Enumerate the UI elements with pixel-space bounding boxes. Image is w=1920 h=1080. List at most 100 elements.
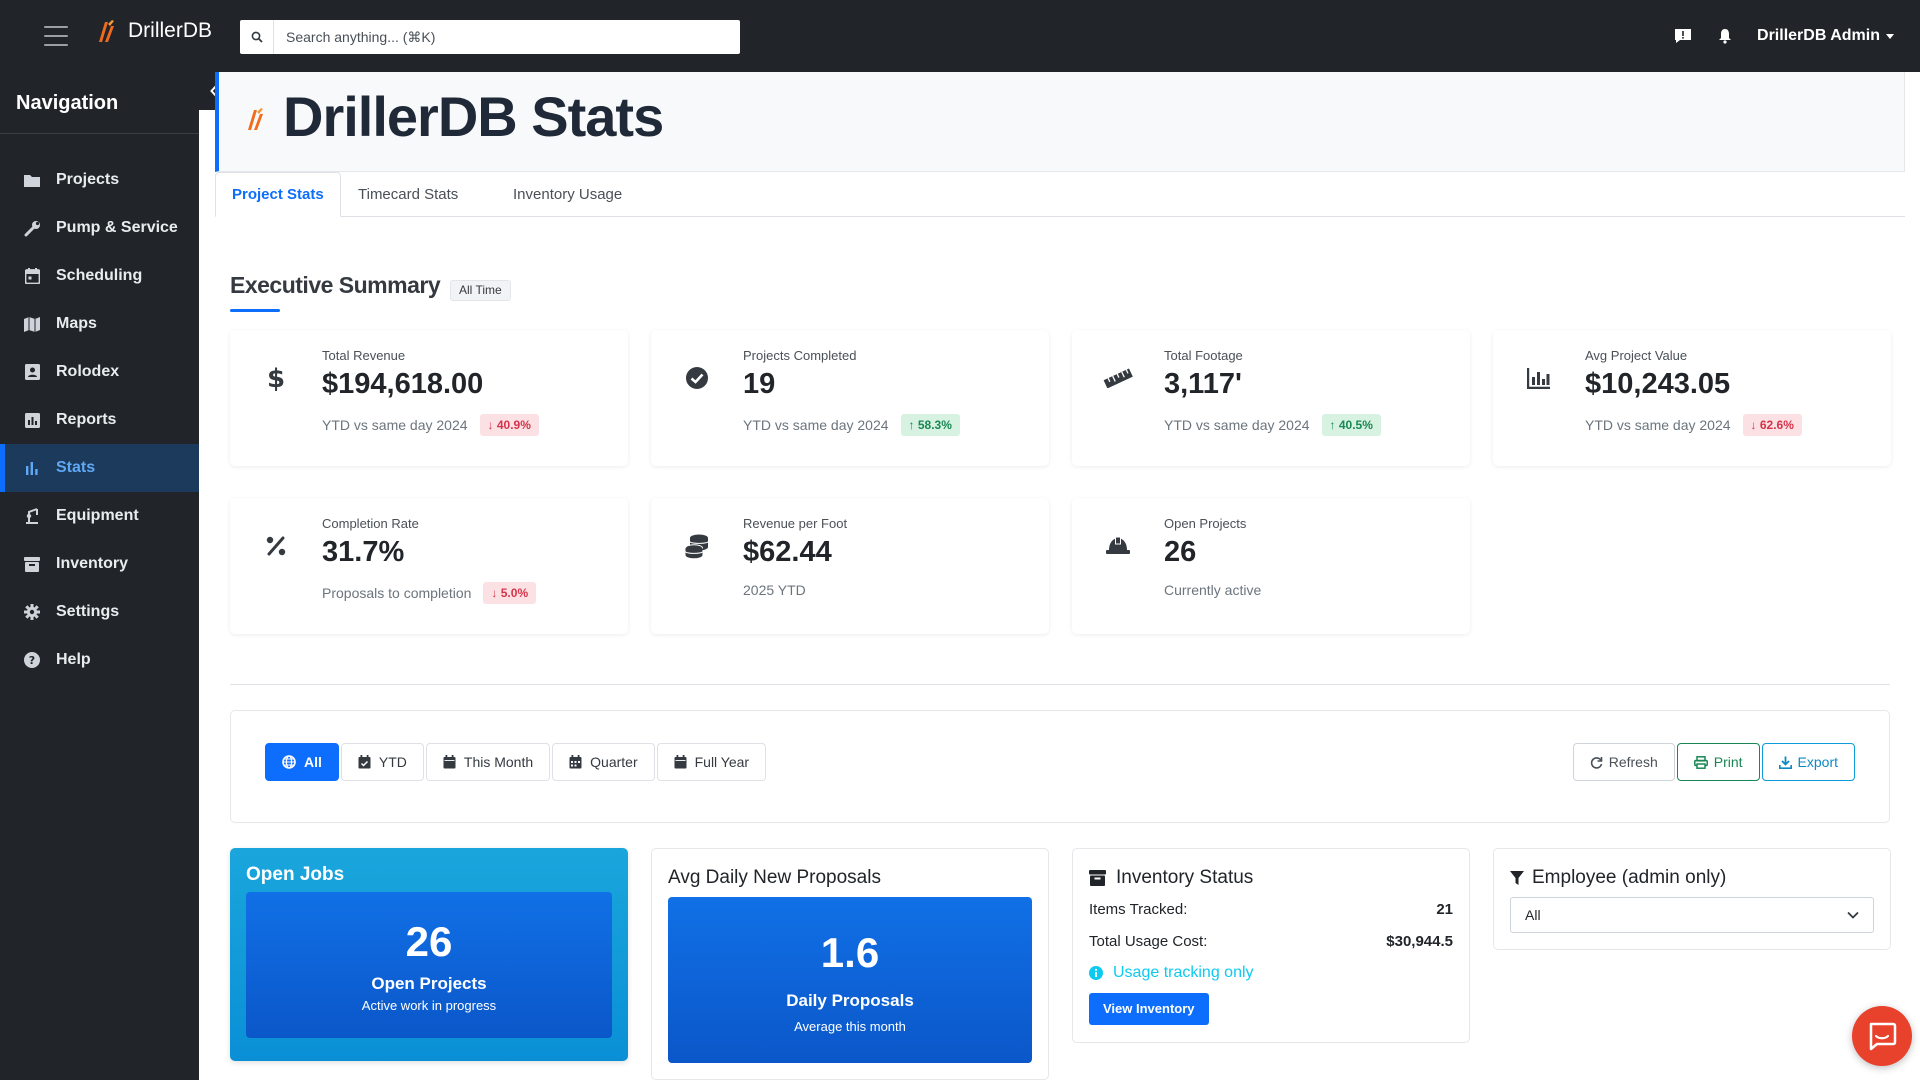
stat-value: 3,117' (1164, 368, 1242, 400)
drillerdb-logo-icon (99, 20, 114, 42)
refresh-button[interactable]: Refresh (1572, 743, 1675, 781)
filter-label: Quarter (590, 754, 638, 770)
search-bar (240, 20, 740, 54)
usage-tracking-text: Usage tracking only (1113, 964, 1254, 981)
tab-timecard-stats[interactable]: Timecard Stats (358, 186, 459, 203)
printer-icon (1693, 755, 1708, 769)
stat-subtext: Proposals to completion ↓ 5.0% (322, 582, 537, 604)
stat-comparison: YTD vs same day 2024 (322, 417, 468, 433)
stat-value: $194,618.00 (322, 368, 484, 400)
archive-box-icon (1089, 870, 1106, 886)
brand-name: DrillerDB (128, 19, 212, 42)
page-header: DrillerDB Stats (215, 72, 1905, 172)
sidebar-item-label: Rolodex (56, 363, 120, 380)
filter-ytd-button[interactable]: YTD (340, 743, 424, 781)
user-menu[interactable]: DrillerDB Admin (1757, 27, 1894, 45)
filter-this-month-button[interactable]: This Month (425, 743, 551, 781)
filter-label: All (304, 754, 322, 770)
sidebar-item-label: Equipment (56, 507, 139, 524)
search-icon (240, 20, 274, 54)
drillerdb-logo-icon (248, 108, 263, 130)
stat-label: Total Footage (1164, 348, 1243, 363)
stat-card-revenue-per-foot: Revenue per Foot $62.44 2025 YTD (651, 498, 1049, 634)
stat-comparison: 2025 YTD (743, 582, 806, 598)
sidebar-item-label: Projects (56, 171, 120, 188)
avg-daily-proposals-card: Avg Daily New Proposals 1.6 Daily Propos… (651, 848, 1049, 1080)
change-badge-up: ↑ 40.5% (1321, 414, 1381, 436)
download-icon (1778, 756, 1792, 769)
refresh-icon (1590, 756, 1603, 769)
open-jobs-label: Open Projects (371, 974, 487, 993)
proposals-panel: 1.6 Daily Proposals Average this month (668, 897, 1032, 1063)
page-title: DrillerDB Stats (283, 85, 664, 148)
top-right-controls: DrillerDB Admin (1673, 0, 1894, 72)
calendar-grid-icon (569, 755, 582, 769)
open-jobs-title: Open Jobs (246, 864, 345, 885)
export-button[interactable]: Export (1761, 743, 1855, 781)
filter-all-button[interactable]: All (265, 743, 339, 781)
sidebar-item-label: Reports (56, 411, 117, 428)
hamburger-menu-icon[interactable] (44, 26, 68, 46)
stat-card-projects-completed: Projects Completed 19 YTD vs same day 20… (651, 330, 1049, 466)
filter-quarter-button[interactable]: Quarter (552, 743, 655, 781)
chat-bubble-icon (1869, 1022, 1897, 1051)
export-label: Export (1797, 754, 1838, 770)
sidebar-item-equipment[interactable]: Equipment (0, 492, 199, 540)
feedback-icon[interactable] (1673, 26, 1693, 46)
search-input[interactable] (274, 21, 740, 53)
stat-card-open-projects: Open Projects 26 Currently active (1072, 498, 1470, 634)
title-underline (230, 309, 280, 312)
open-jobs-card: Open Jobs 26 Open Projects Active work i… (230, 848, 628, 1061)
employee-select[interactable]: All (1510, 897, 1874, 933)
sidebar-item-inventory[interactable]: Inventory (0, 540, 199, 588)
svg-text:?: ? (29, 654, 35, 667)
filter-funnel-icon (1510, 871, 1524, 885)
sidebar-item-settings[interactable]: Settings (0, 588, 199, 636)
calendar-icon (22, 266, 42, 286)
filter-label: YTD (378, 754, 407, 770)
report-chart-icon (22, 410, 42, 430)
change-badge-down: ↓ 5.0% (483, 582, 537, 604)
sidebar-item-label: Settings (56, 603, 120, 620)
filter-label: Full Year (694, 754, 750, 770)
bell-icon[interactable] (1715, 26, 1735, 46)
sidebar-item-reports[interactable]: Reports (0, 396, 199, 444)
top-bar: DrillerDB DrillerDB Admin (0, 0, 1920, 72)
filter-label: This Month (463, 754, 534, 770)
stat-subtext: YTD vs same day 2024 ↑ 58.3% (743, 414, 960, 436)
sidebar-item-label: Scheduling (56, 267, 143, 284)
proposals-subtext: Average this month (794, 1019, 906, 1034)
view-inventory-button[interactable]: View Inventory (1089, 993, 1209, 1025)
brand[interactable]: DrillerDB (96, 18, 212, 44)
open-jobs-panel: 26 Open Projects Active work in progress (246, 892, 612, 1038)
employee-selected-value: All (1525, 907, 1541, 923)
sidebar-item-scheduling[interactable]: Scheduling (0, 252, 199, 300)
section-divider (230, 684, 1890, 685)
tab-inventory-usage[interactable]: Inventory Usage (513, 186, 623, 203)
tab-project-stats[interactable]: Project Stats (215, 172, 341, 217)
chat-widget-button[interactable] (1852, 1006, 1912, 1066)
inventory-title-text: Inventory Status (1116, 867, 1254, 888)
print-label: Print (1713, 754, 1743, 770)
sidebar-item-rolodex[interactable]: Rolodex (0, 348, 199, 396)
inventory-status-card: Inventory Status Items Tracked: 21 Total… (1072, 848, 1470, 1043)
bar-chart-icon (1523, 362, 1555, 394)
total-usage-cost-row: Total Usage Cost: $30,944.5 (1089, 933, 1453, 950)
stat-subtext: YTD vs same day 2024 ↓ 40.9% (322, 414, 539, 436)
drill-rig-icon (22, 506, 42, 526)
stat-value: 31.7% (322, 536, 405, 568)
calendar-icon (443, 755, 456, 769)
sidebar-item-projects[interactable]: Projects (0, 156, 199, 204)
wrench-icon (22, 218, 42, 238)
sidebar-item-stats[interactable]: Stats (0, 444, 199, 492)
stats-tabs: Project Stats Timecard Stats Inventory U… (215, 172, 1905, 217)
filter-full-year-button[interactable]: Full Year (656, 743, 767, 781)
calendar-icon (674, 755, 687, 769)
stat-label: Completion Rate (322, 516, 419, 531)
sidebar-item-maps[interactable]: Maps (0, 300, 199, 348)
contact-book-icon (22, 362, 42, 382)
print-button[interactable]: Print (1676, 743, 1760, 781)
sidebar-item-help[interactable]: ? Help (0, 636, 199, 684)
sidebar-item-pump-service[interactable]: Pump & Service (0, 204, 199, 252)
help-circle-icon: ? (22, 650, 42, 670)
